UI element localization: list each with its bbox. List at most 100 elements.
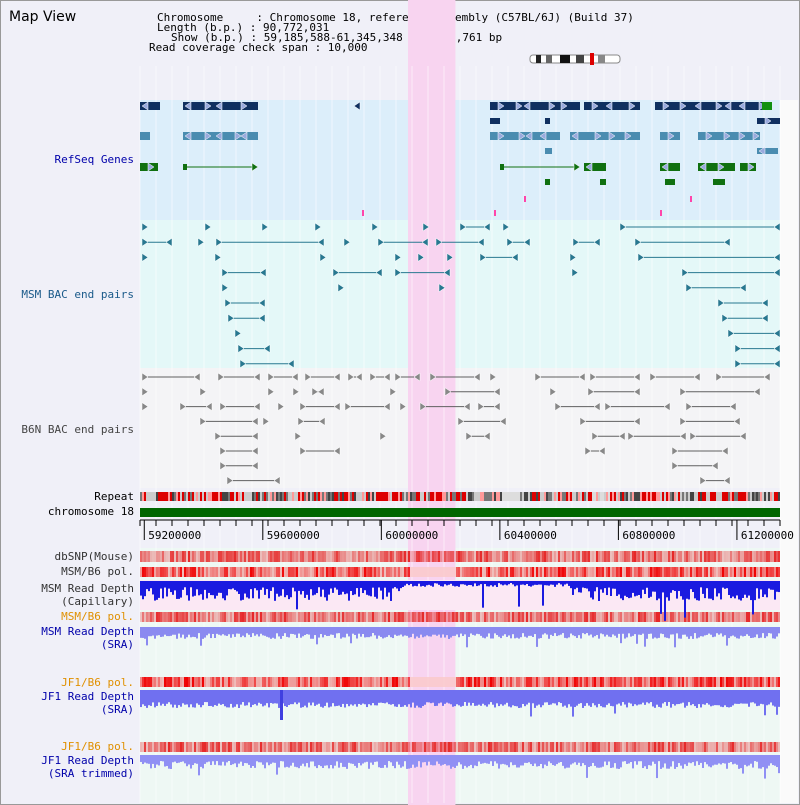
dbsnp-heat [334,551,336,562]
jf1-b6-pol-heat [758,742,760,752]
msm-depth-cap-bar [642,581,644,590]
jf1-depth-sra-bar [150,690,152,706]
msm-depth-cap-bar [490,581,492,586]
repeat-mark [152,492,154,501]
msm-b6-pol-heat [518,567,520,577]
jf1-b6-pol-heat [386,677,388,687]
jf1-depth-trim-bar [472,755,474,769]
jf1-b6-pol-heat [312,677,314,687]
track-label-msm-depth-sra[interactable]: MSM Read Depth [41,625,134,638]
msm-b6-pol-heat [744,612,746,622]
bac-end-marker [459,222,467,232]
jf1-depth-trim-bar [302,755,304,764]
msm-depth-cap-bar [650,581,652,597]
msm-b6-pol-heat [668,567,670,577]
repeat-mark [154,492,156,501]
track-label-msm-b6-pol-1[interactable]: MSM/B6 pol. [61,565,134,578]
msm-depth-sra-bar [346,627,348,634]
gene-strand-arrow [518,131,526,141]
track-label-msm-bac[interactable]: MSM BAC end pairs [21,288,134,301]
repeat-mark [160,492,162,501]
msm-b6-pol-heat [762,567,764,577]
jf1-b6-pol-heat [662,677,664,687]
jf1-depth-sra-bar [524,690,526,707]
msm-b6-pol-heat [682,567,684,577]
msm-b6-pol-heat [612,612,614,622]
msm-depth-sra-bar [578,627,580,636]
jf1-b6-pol-heat [612,742,614,752]
track-label-repeat[interactable]: Repeat [94,490,134,503]
msm-b6-pol-heat [574,567,576,577]
msm-b6-pol-heat [652,567,654,577]
repeat-mark [322,492,324,501]
msm-depth-sra-bar [476,627,478,634]
repeat-mark [474,492,476,501]
jf1-depth-trim-bar [632,755,634,769]
jf1-b6-pol-heat [418,742,420,752]
repeat-mark [364,492,366,501]
jf1-b6-pol-heat [554,677,556,687]
jf1-depth-trim-bar [320,755,322,767]
track-label-msm-b6-pol-2[interactable]: MSM/B6 pol. [61,610,134,623]
msm-b6-pol-heat [696,612,698,622]
jf1-depth-trim-bar [216,755,218,762]
repeat-mark [544,492,546,501]
dbsnp-heat [712,551,714,562]
chromosome-ideogram[interactable] [528,52,624,66]
bac-end-marker [587,387,595,397]
msm-depth-sra-bar [186,627,188,638]
msm-depth-cap-bar [366,581,368,595]
track-label-dbsnp[interactable]: dbSNP(Mouse) [54,550,134,563]
msm-b6-pol-heat [340,612,342,622]
jf1-b6-pol-heat [524,742,526,752]
msm-b6-pol-heat [704,612,706,622]
msm-b6-pol-heat [482,612,484,622]
repeat-mark [620,492,622,501]
msm-depth-sra-bar [286,627,288,637]
msm-depth-cap-bar [776,581,778,592]
jf1-b6-pol-heat [470,677,472,687]
jf1-b6-pol-heat [724,677,726,687]
msm-b6-pol-heat [708,567,710,577]
jf1-b6-pol-heat [376,742,378,752]
msm-b6-pol-heat [668,612,670,622]
bac-end-marker [493,402,501,412]
dbsnp-heat [210,551,212,562]
right-gutter [780,100,798,803]
msm-depth-sra-bar [642,627,644,634]
msm-depth-sra-bar [778,627,780,634]
dbsnp-heat [326,551,328,562]
jf1-b6-pol-heat [690,677,692,687]
jf1-depth-sra-bar [308,690,310,703]
jf1-depth-sra-bar [392,690,394,705]
jf1-depth-trim-bar [526,755,528,763]
track-label-jf1-b6-pol-1[interactable]: JF1/B6 pol. [61,676,134,689]
dbsnp-heat [148,551,150,562]
track-label-jf1-depth-trim[interactable]: JF1 Read Depth [41,754,134,767]
msm-b6-pol-heat [430,567,432,577]
track-label-jf1-depth-sra[interactable]: JF1 Read Depth [41,690,134,703]
jf1-depth-sra-bar [496,690,498,704]
msm-depth-sra-bar [432,627,434,635]
jf1-depth-trim-bar [284,755,286,768]
jf1-b6-pol-heat [648,742,650,752]
dbsnp-heat [674,551,676,562]
msm-depth-sra-bar [736,627,738,639]
msm-b6-pol-heat [578,612,580,622]
jf1-b6-pol-heat [770,742,772,752]
track-label-jf1-b6-pol-2[interactable]: JF1/B6 pol. [61,740,134,753]
msm-b6-pol-heat [516,567,518,577]
track-label-msm-depth-cap[interactable]: MSM Read Depth [41,582,134,595]
msm-depth-cap-bar [394,581,396,588]
jf1-depth-sra-bar [156,690,158,706]
msm-depth-cap-bar [606,581,608,596]
track-label-b6n-bac[interactable]: B6N BAC end pairs [21,423,134,436]
track-label-refseq[interactable]: RefSeq Genes [54,153,134,166]
dbsnp-heat [538,551,540,562]
dbsnp-heat [592,551,594,562]
bac-end-marker [671,446,679,456]
gene-block [757,148,778,154]
msm-depth-cap-bar [676,581,678,599]
bac-end-marker [634,237,642,247]
